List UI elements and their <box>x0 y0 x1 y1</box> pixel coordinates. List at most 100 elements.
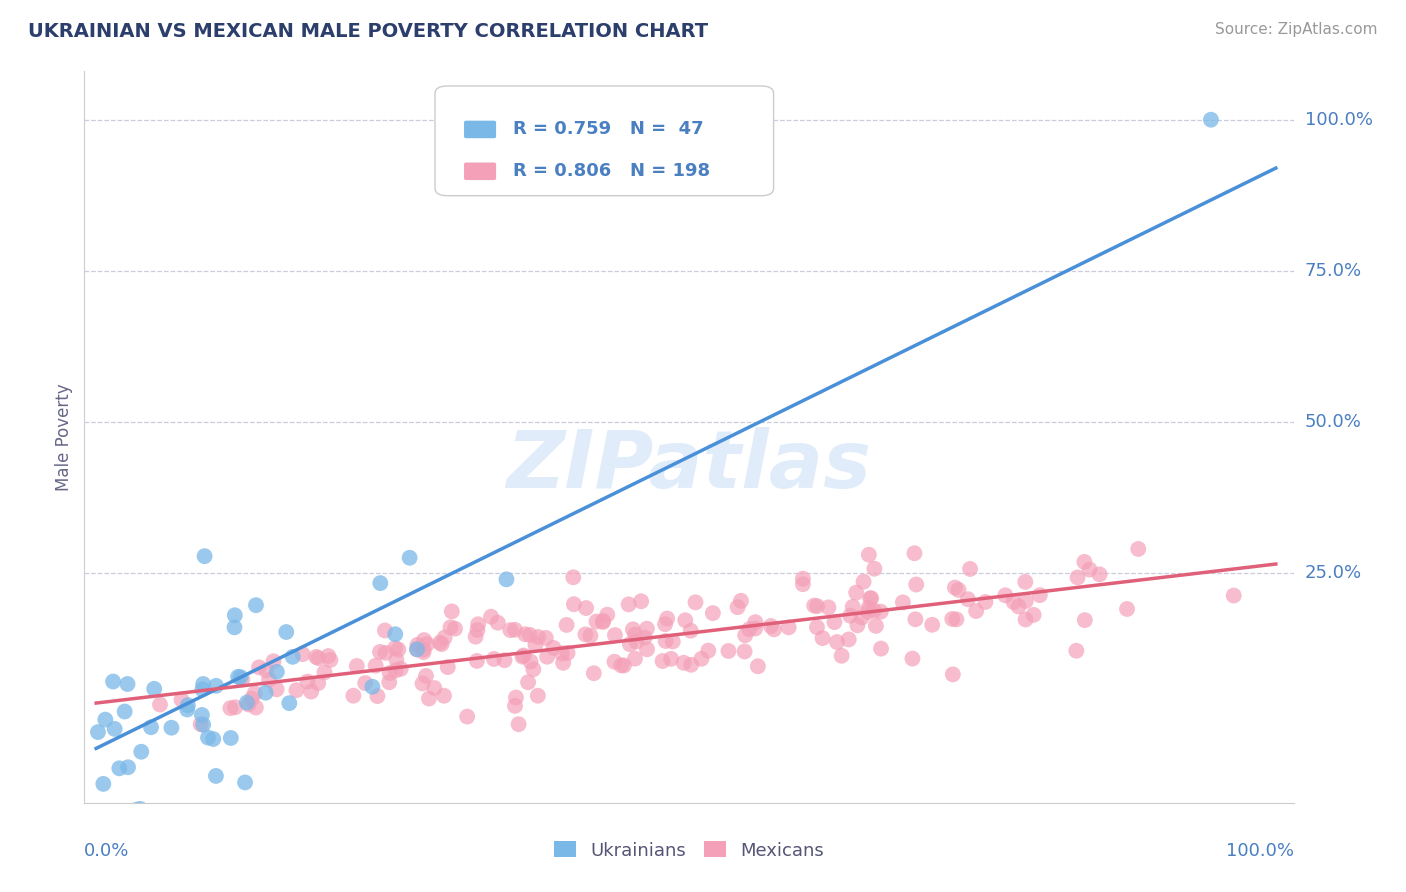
Point <box>831 648 853 663</box>
Point <box>603 655 626 669</box>
Point <box>806 599 828 614</box>
Point <box>803 599 825 613</box>
Point <box>482 652 505 666</box>
Point <box>948 582 970 597</box>
Point <box>139 720 162 734</box>
Point <box>224 700 246 714</box>
Point <box>190 717 212 731</box>
Point <box>1066 644 1088 658</box>
Point <box>655 611 678 625</box>
Point <box>738 622 761 636</box>
Point <box>494 653 516 667</box>
Point <box>651 654 673 668</box>
Point <box>378 665 401 680</box>
Point <box>555 618 578 632</box>
Text: R = 0.806   N = 198: R = 0.806 N = 198 <box>513 162 710 180</box>
Point <box>436 660 458 674</box>
Point <box>1029 588 1052 602</box>
Point <box>416 637 439 651</box>
Point <box>503 698 526 713</box>
Point <box>412 676 434 690</box>
Point <box>869 605 891 619</box>
Point <box>1128 541 1150 556</box>
Point <box>863 562 886 576</box>
Point <box>305 649 328 664</box>
Point <box>413 633 436 648</box>
Point <box>527 630 550 644</box>
Point <box>536 649 558 664</box>
Point <box>921 617 943 632</box>
FancyBboxPatch shape <box>464 162 496 180</box>
Point <box>519 655 541 669</box>
Point <box>266 665 288 679</box>
Point <box>263 654 285 668</box>
Point <box>412 642 434 657</box>
Point <box>846 618 869 632</box>
Point <box>865 619 887 633</box>
Point <box>387 642 409 657</box>
Point <box>942 667 965 681</box>
Point <box>423 681 446 695</box>
Point <box>285 683 308 698</box>
Point <box>839 608 862 623</box>
Point <box>101 674 124 689</box>
Point <box>841 599 863 614</box>
Point <box>205 679 228 693</box>
Point <box>778 620 800 634</box>
Point <box>1022 607 1045 622</box>
Point <box>903 546 925 560</box>
Point <box>456 709 478 723</box>
Point <box>672 656 695 670</box>
Point <box>734 628 756 642</box>
Point <box>959 562 981 576</box>
Point <box>361 680 384 694</box>
Point <box>512 648 534 663</box>
Point <box>314 665 336 680</box>
Point <box>406 642 429 657</box>
Point <box>433 689 456 703</box>
Point <box>727 600 749 615</box>
Point <box>104 722 127 736</box>
Point <box>870 641 893 656</box>
Point <box>702 606 724 620</box>
Point <box>763 623 786 637</box>
Point <box>108 761 131 775</box>
Point <box>1222 589 1244 603</box>
Point <box>276 625 298 640</box>
Point <box>129 802 152 816</box>
Point <box>229 670 252 684</box>
Point <box>406 638 429 652</box>
Point <box>297 674 319 689</box>
Text: 100.0%: 100.0% <box>1305 111 1372 128</box>
Point <box>811 631 834 645</box>
Point <box>858 600 880 615</box>
Point <box>659 652 682 666</box>
Point <box>219 731 242 745</box>
Point <box>817 600 839 615</box>
Point <box>1066 570 1088 584</box>
Point <box>398 550 420 565</box>
Point <box>479 609 502 624</box>
Point <box>974 595 997 609</box>
Point <box>346 659 368 673</box>
Point <box>117 760 139 774</box>
Point <box>956 592 979 607</box>
Point <box>636 622 658 636</box>
Point <box>524 638 547 652</box>
Point <box>859 591 882 606</box>
Point <box>592 614 614 628</box>
Point <box>965 604 987 618</box>
Point <box>1014 574 1036 589</box>
Point <box>685 595 707 609</box>
Point <box>299 684 322 698</box>
Point <box>1074 613 1097 627</box>
Point <box>823 615 845 629</box>
Point <box>160 721 183 735</box>
Point <box>281 649 304 664</box>
Point <box>354 676 377 690</box>
Text: 75.0%: 75.0% <box>1305 262 1362 280</box>
Point <box>307 676 329 690</box>
Point <box>1014 612 1036 626</box>
Text: 0.0%: 0.0% <box>84 842 129 860</box>
Point <box>574 627 596 641</box>
